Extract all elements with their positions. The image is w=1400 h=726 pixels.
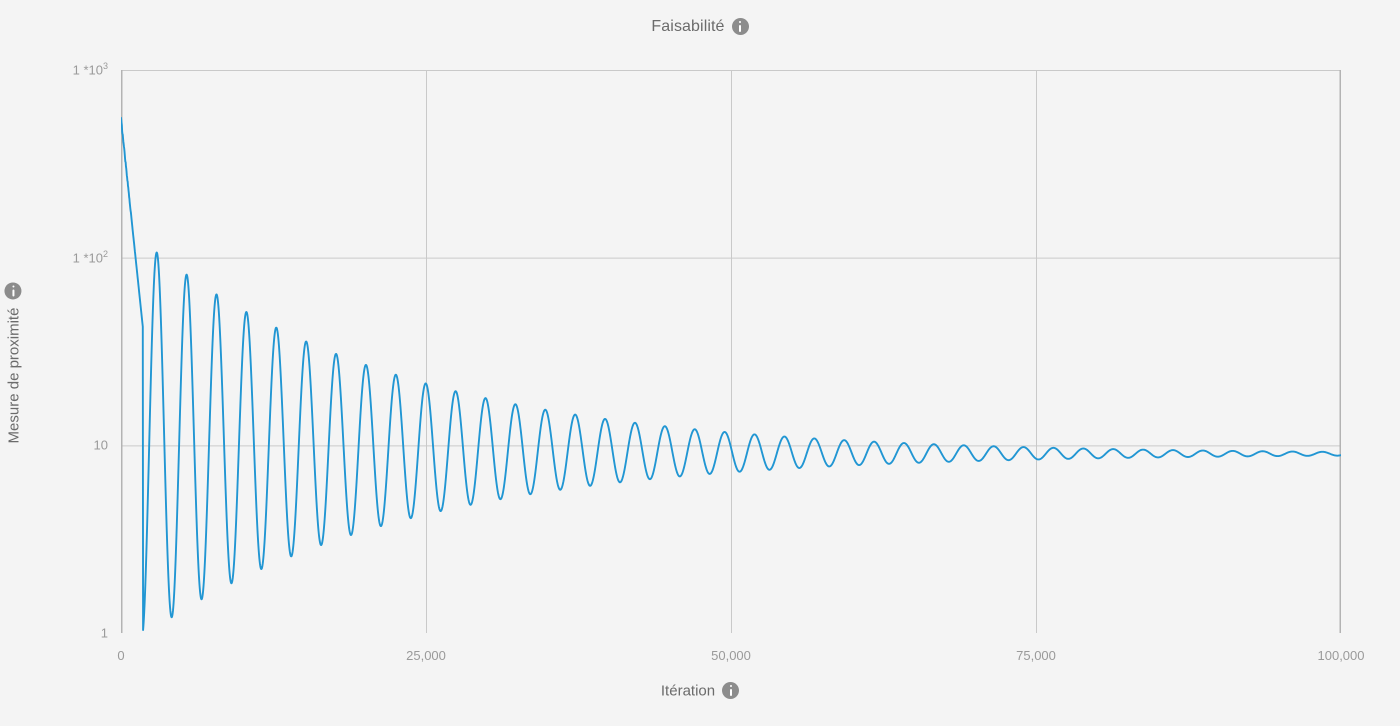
x-tick-label: 100,000 xyxy=(1317,648,1365,663)
x-axis-info-icon[interactable] xyxy=(722,682,740,700)
y-axis-info-icon[interactable] xyxy=(4,282,22,300)
chart-title-text: Faisabilité xyxy=(651,18,725,35)
x-axis-title-text: Itération xyxy=(660,682,716,700)
data-series-line xyxy=(121,116,1341,631)
y-tick-label: 1 *102 xyxy=(72,248,108,266)
gridlines xyxy=(121,70,1341,633)
plot-svg xyxy=(121,70,1341,633)
x-axis-title: Itération xyxy=(0,682,1400,700)
y-axis-title: Mesure de proximité xyxy=(0,0,30,726)
y-tick-label: 10 xyxy=(93,437,108,453)
x-tick-label: 25,000 xyxy=(406,648,446,663)
x-tick-label: 75,000 xyxy=(1016,648,1056,663)
chart-title: Faisabilité xyxy=(0,18,1400,36)
x-tick-label: 50,000 xyxy=(711,648,751,663)
axis-lines xyxy=(121,70,1341,633)
plot-area xyxy=(121,70,1341,633)
y-tick-label: 1 xyxy=(100,625,108,641)
x-tick-label: 0 xyxy=(117,648,125,663)
title-info-icon[interactable] xyxy=(731,18,749,35)
y-tick-label: 1 *103 xyxy=(72,61,108,78)
y-axis-title-text: Mesure de proximité xyxy=(4,307,22,444)
